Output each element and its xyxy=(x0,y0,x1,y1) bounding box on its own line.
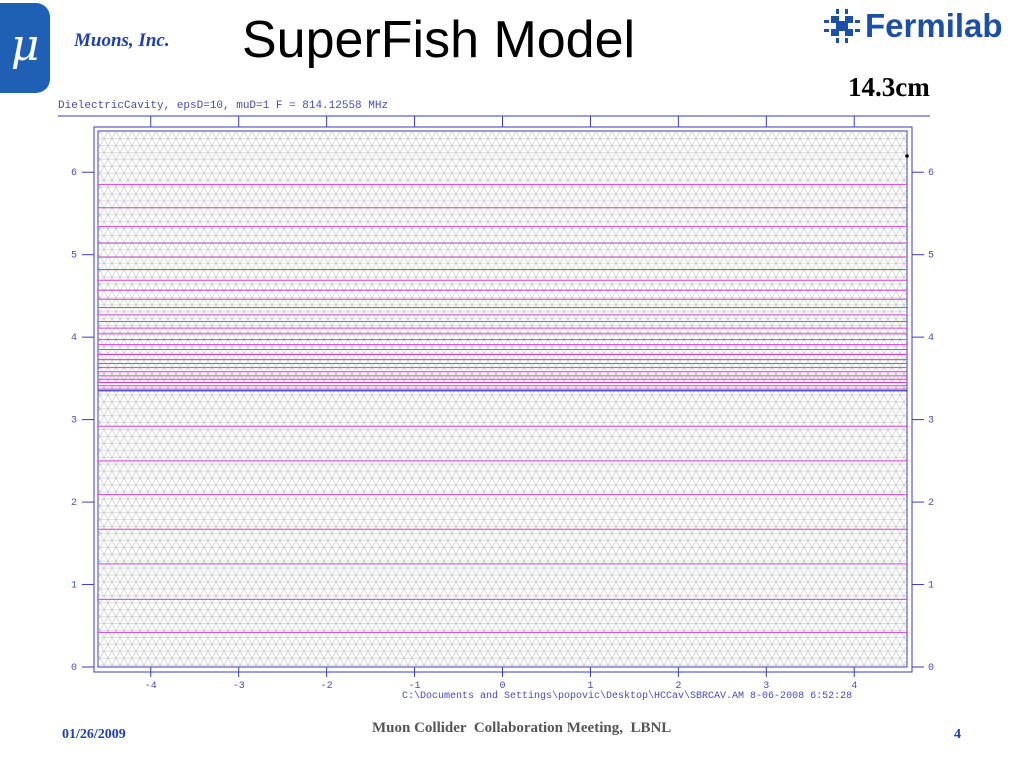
y-tick-label-right: 4 xyxy=(928,333,934,344)
y-tick-label-left: 6 xyxy=(71,168,77,179)
y-tick-label-left: 2 xyxy=(71,498,77,509)
footer-date: 01/26/2009 xyxy=(62,727,126,742)
mesh-region xyxy=(98,131,907,667)
dimension-label: 14.3cm xyxy=(848,72,930,102)
y-tick-label-right: 2 xyxy=(928,498,934,509)
x-tick-label: -3 xyxy=(233,681,245,692)
fermilab-logo: Fermilab xyxy=(824,6,1003,46)
x-tick-label: -4 xyxy=(145,681,157,692)
x-tick-label: 2 xyxy=(675,681,681,692)
org-name: Muons, Inc. xyxy=(74,30,170,51)
y-tick-label-left: 1 xyxy=(71,581,77,592)
y-tick-label-right: 6 xyxy=(928,168,934,179)
slide-title: SuperFish Model xyxy=(242,11,636,69)
y-tick-label-left: 4 xyxy=(71,333,77,344)
y-tick-label-left: 0 xyxy=(71,663,77,674)
y-tick-label-right: 1 xyxy=(928,581,934,592)
muons-logo: μ xyxy=(0,3,50,93)
x-tick-label: 4 xyxy=(851,681,857,692)
plot-footer: C:\Documents and Settings\popovic\Deskto… xyxy=(402,691,853,702)
x-tick-label: 1 xyxy=(587,681,593,692)
y-tick-label-right: 5 xyxy=(928,251,934,262)
x-tick-label: 0 xyxy=(499,681,505,692)
y-tick-label-right: 0 xyxy=(928,663,934,674)
page-number: 4 xyxy=(954,727,961,742)
y-tick-label-right: 3 xyxy=(928,416,934,427)
fermilab-emblem-icon xyxy=(824,9,860,43)
x-tick-label: 3 xyxy=(763,681,769,692)
x-tick-label: -2 xyxy=(321,681,333,692)
mu-symbol: μ xyxy=(10,20,40,71)
x-tick-label: -1 xyxy=(409,681,421,692)
y-tick-label-left: 3 xyxy=(71,416,77,427)
fermilab-wordmark: Fermilab xyxy=(865,7,1003,44)
plot-header: DielectricCavity, epsD=10, muD=1 F = 814… xyxy=(58,100,389,112)
footer-meeting: Muon Collider Collaboration Meeting, LBN… xyxy=(372,720,672,736)
dimension-marker xyxy=(905,154,909,158)
y-tick-label-left: 5 xyxy=(71,251,77,262)
